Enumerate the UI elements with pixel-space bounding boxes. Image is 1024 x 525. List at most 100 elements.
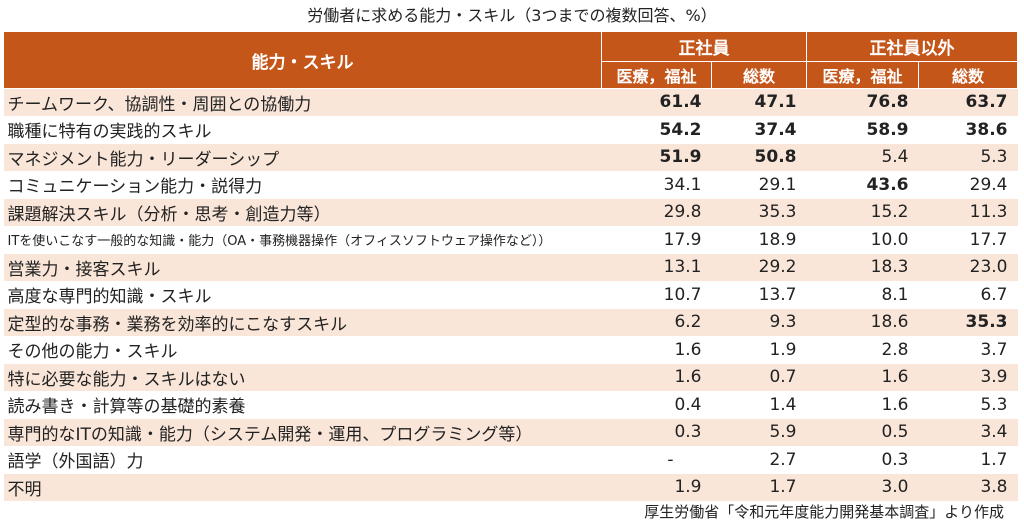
row-label: 特に必要な能力・スキルはない <box>3 363 602 392</box>
table-row: 課題解決スキル（分析・思考・創造力等） 29.8 35.3 15.2 11.3 <box>3 198 1018 227</box>
row-value: 2.7 <box>711 446 807 474</box>
row-value: 18.3 <box>806 253 919 282</box>
row-label: 課題解決スキル（分析・思考・創造力等） <box>3 198 602 227</box>
row-value: 10.0 <box>806 226 919 254</box>
row-value: 3.7 <box>918 336 1018 364</box>
row-value: 3.0 <box>806 473 919 502</box>
row-label: 不明 <box>3 473 602 502</box>
row-value: 5.9 <box>711 418 807 447</box>
row-value: 43.6 <box>806 171 919 199</box>
table-row: 定型的な事務・業務を効率的にこなすスキル 6.2 9.3 18.6 35.3 <box>3 308 1018 337</box>
row-value: 1.4 <box>711 391 807 419</box>
row-label: ITを使いこなす一般的な知識・能力（OA・事務機器操作（オフィスソフトウェア操作… <box>3 226 602 254</box>
table-row: マネジメント能力・リーダーシップ 51.9 50.8 5.4 5.3 <box>3 143 1018 172</box>
row-label: 専門的なITの知識・能力（システム開発・運用、プログラミング等） <box>3 418 602 447</box>
row-value: 5.3 <box>918 391 1018 419</box>
row-value: 1.9 <box>711 336 807 364</box>
table-body: チームワーク、協調性・周囲との協働力 61.4 47.1 76.8 63.7 職種に特有の… <box>3 88 1018 502</box>
row-value: 61.4 <box>601 88 712 117</box>
row-label: コミュニケーション能力・説得力 <box>3 171 602 199</box>
row-value: 54.2 <box>601 116 712 144</box>
row-value: 47.1 <box>711 88 807 117</box>
row-value: 0.7 <box>711 363 807 392</box>
row-value: 8.1 <box>806 281 919 309</box>
table-row: 営業力・接客スキル 13.1 29.2 18.3 23.0 <box>3 253 1018 282</box>
row-label: 職種に特有の実践的スキル <box>3 116 602 144</box>
row-value: 38.6 <box>918 116 1018 144</box>
table-row: 専門的なITの知識・能力（システム開発・運用、プログラミング等） 0.3 5.9 0.… <box>3 418 1018 447</box>
table-row: コミュニケーション能力・説得力 34.1 29.1 43.6 29.4 <box>3 171 1018 199</box>
row-label: 定型的な事務・業務を効率的にこなすスキル <box>3 308 602 337</box>
table-title: 労働者に求める能力・スキル（3つまでの複数回答、%） <box>307 6 717 25</box>
table-row: チームワーク、協調性・周囲との協働力 61.4 47.1 76.8 63.7 <box>3 88 1018 117</box>
row-value: 11.3 <box>918 198 1018 227</box>
row-value: 29.4 <box>918 171 1018 199</box>
row-value: 34.1 <box>601 171 712 199</box>
row-label: その他の能力・スキル <box>3 336 602 364</box>
row-value: 1.6 <box>806 363 919 392</box>
row-value: 35.3 <box>711 198 807 227</box>
row-value: 5.4 <box>806 143 919 172</box>
table-row: 職種に特有の実践的スキル 54.2 37.4 58.9 38.6 <box>3 116 1018 144</box>
row-value: 3.9 <box>918 363 1018 392</box>
header-group-regular: 正社員 <box>601 31 807 62</box>
row-value: 18.6 <box>806 308 919 337</box>
row-value: 15.2 <box>806 198 919 227</box>
row-label: マネジメント能力・リーダーシップ <box>3 143 602 172</box>
header-sub-regular-medical: 医療，福祉 <box>601 61 712 89</box>
row-value: 29.2 <box>711 253 807 282</box>
table-row: 特に必要な能力・スキルはない 1.6 0.7 1.6 3.9 <box>3 363 1018 392</box>
row-value: 5.3 <box>918 143 1018 172</box>
row-value: 2.8 <box>806 336 919 364</box>
row-value: 1.6 <box>806 391 919 419</box>
header-sub-regular-total: 総数 <box>711 61 807 89</box>
row-value: 17.9 <box>601 226 712 254</box>
header-skill: 能力・スキル <box>3 31 602 89</box>
table-row: 高度な専門的知識・スキル 10.7 13.7 8.1 6.7 <box>3 281 1018 309</box>
row-value: 1.7 <box>918 446 1018 474</box>
row-value: 13.7 <box>711 281 807 309</box>
row-value: 29.1 <box>711 171 807 199</box>
row-label: 営業力・接客スキル <box>3 253 602 282</box>
row-value: 76.8 <box>806 88 919 117</box>
row-value: 3.4 <box>918 418 1018 447</box>
row-value: 29.8 <box>601 198 712 227</box>
row-value: 3.8 <box>918 473 1018 502</box>
row-label: 語学（外国語）力 <box>3 446 602 474</box>
row-value: 50.8 <box>711 143 807 172</box>
table-row: 不明 1.9 1.7 3.0 3.8 <box>3 473 1018 502</box>
header-group-nonregular: 正社員以外 <box>806 31 1018 62</box>
row-value: 18.9 <box>711 226 807 254</box>
row-value: 6.2 <box>601 308 712 337</box>
header-sub-nonregular-total: 総数 <box>918 61 1018 89</box>
row-value: 1.7 <box>711 473 807 502</box>
row-value: 51.9 <box>601 143 712 172</box>
row-label: チームワーク、協調性・周囲との協働力 <box>3 88 602 117</box>
row-label: 読み書き・計算等の基礎的素養 <box>3 391 602 419</box>
row-value: 23.0 <box>918 253 1018 282</box>
table-header: 能力・スキル 正社員 正社員以外 医療，福祉 総数 医療，福祉 総数 <box>3 31 1018 89</box>
row-value: 0.5 <box>806 418 919 447</box>
row-value: 17.7 <box>918 226 1018 254</box>
skills-table: 能力・スキル 正社員 正社員以外 医療，福祉 総数 医療，福祉 総数 チームワー… <box>3 31 1018 502</box>
row-value: 0.4 <box>601 391 712 419</box>
table-row: 語学（外国語）力 -2.7 0.3 1.7 <box>3 446 1018 474</box>
row-value: 58.9 <box>806 116 919 144</box>
row-label: 高度な専門的知識・スキル <box>3 281 602 309</box>
row-value: 1.6 <box>601 363 712 392</box>
row-value: 6.7 <box>918 281 1018 309</box>
row-value: 1.6 <box>601 336 712 364</box>
row-value: - <box>601 446 712 474</box>
table-row: ITを使いこなす一般的な知識・能力（OA・事務機器操作（オフィスソフトウェア操作… <box>3 226 1018 254</box>
row-value: 9.3 <box>711 308 807 337</box>
table-row: その他の能力・スキル 1.6 1.9 2.8 3.7 <box>3 336 1018 364</box>
row-value: 37.4 <box>711 116 807 144</box>
row-value: 35.3 <box>918 308 1018 337</box>
table-row: 読み書き・計算等の基礎的素養 0.4 1.4 1.6 5.3 <box>3 391 1018 419</box>
source-note: 厚生労働省「令和元年度能力開発基本調査」より作成 <box>644 503 1004 521</box>
row-value: 63.7 <box>918 88 1018 117</box>
row-value: 13.1 <box>601 253 712 282</box>
row-value: 1.9 <box>601 473 712 502</box>
row-value: 0.3 <box>806 446 919 474</box>
row-value: 10.7 <box>601 281 712 309</box>
